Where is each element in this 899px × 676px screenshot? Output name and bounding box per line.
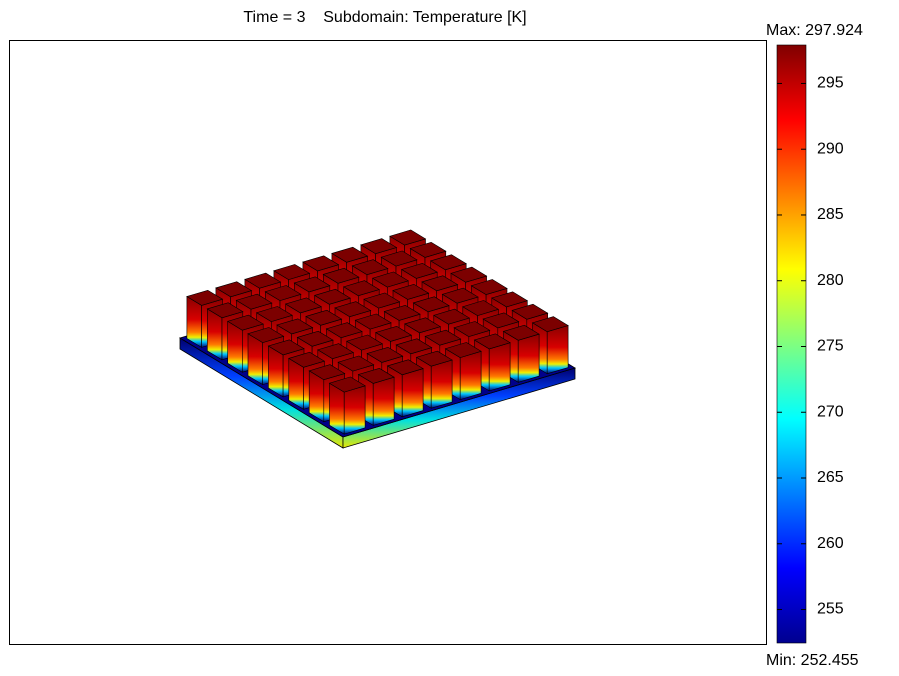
fin-side: [373, 377, 394, 425]
colorbar: Max: 297.924 Min: 252.455 255 260 265 270 275 2…: [766, 22, 863, 669]
colorbar-tick-label: 285: [817, 206, 844, 223]
colorbar-tick-label: 260: [817, 535, 844, 552]
colorbar-tick-label: 270: [817, 403, 844, 420]
fin-side: [460, 351, 481, 399]
fin-side: [547, 326, 568, 374]
colorbar-tick-label: 290: [817, 140, 844, 157]
plot-title: Time = 3 Subdomain: Temperature [K]: [243, 9, 526, 26]
fin-side: [344, 386, 365, 434]
colorbar-tick-label: 280: [817, 272, 844, 289]
colorbar-tick-label: 275: [817, 338, 844, 355]
fin-side: [431, 360, 452, 408]
colorbar-tick-label: 295: [817, 75, 844, 92]
colorbar-max-label: Max: 297.924: [766, 22, 863, 39]
colorbar-scale: [777, 45, 806, 643]
colorbar-tick-label: 265: [817, 469, 844, 486]
fin-side: [489, 343, 510, 391]
plot-window: Time = 3 Subdomain: Temperature [K] Max:…: [0, 0, 899, 676]
colorbar-min-label: Min: 252.455: [766, 652, 859, 669]
fin-side: [518, 334, 539, 382]
fin-side: [402, 369, 423, 417]
colorbar-tick-label: 255: [817, 601, 844, 618]
